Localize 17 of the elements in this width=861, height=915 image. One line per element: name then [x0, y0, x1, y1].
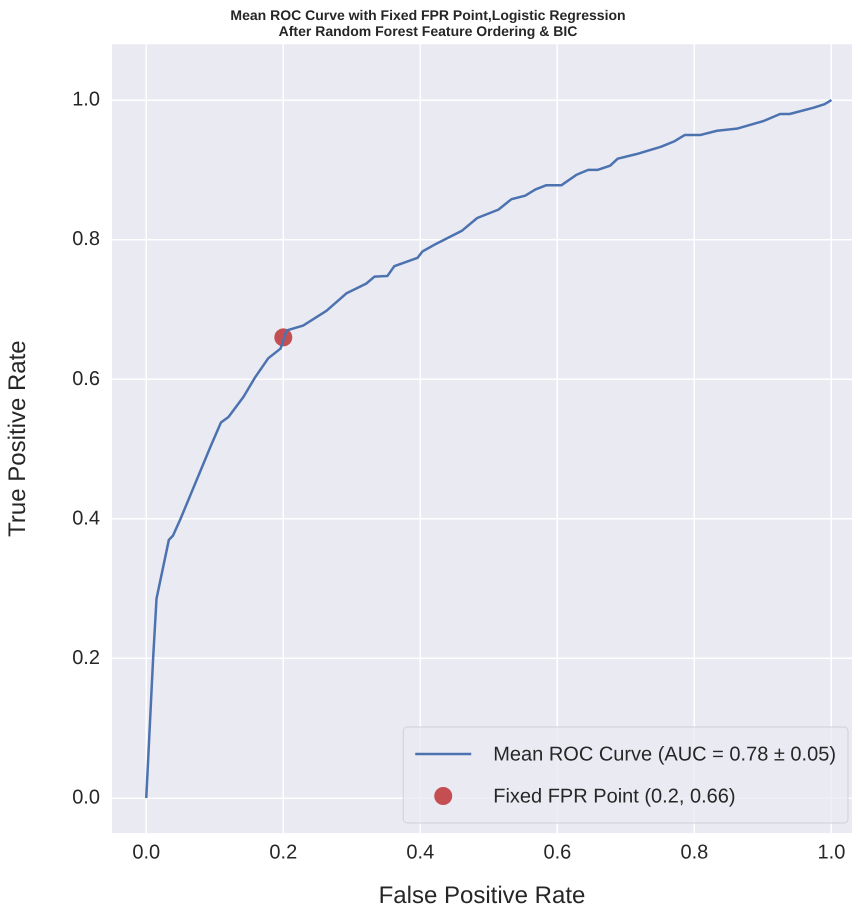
x-tick-label: 0.2 — [269, 842, 298, 864]
y-tick-label: 0.2 — [72, 647, 100, 669]
x-tick-label: 0.4 — [406, 842, 434, 864]
x-axis-title: False Positive Rate — [378, 882, 586, 910]
y-tick-label: 0.6 — [72, 368, 100, 390]
x-tick-label: 0.6 — [543, 842, 572, 864]
x-tick-label: 1.0 — [818, 842, 846, 864]
chart-title: Mean ROC Curve with Fixed FPR Point,Logistic Regression After Random Forest Feature Ordering & BIC — [230, 6, 626, 40]
y-tick-label: 0.0 — [72, 786, 100, 809]
x-tick-label: 0.8 — [680, 842, 708, 864]
y-tick-label: 0.4 — [72, 507, 100, 530]
y-tick-label: 1.0 — [72, 88, 100, 111]
x-tick-label: 0.0 — [132, 842, 160, 864]
y-tick-label: 0.8 — [72, 228, 100, 250]
legend-label: Fixed FPR Point (0.2, 0.66) — [493, 786, 736, 808]
legend-label: Mean ROC Curve (AUC = 0.78 ± 0.05) — [493, 744, 836, 766]
y-axis-title: True Positive Rate — [4, 340, 32, 537]
